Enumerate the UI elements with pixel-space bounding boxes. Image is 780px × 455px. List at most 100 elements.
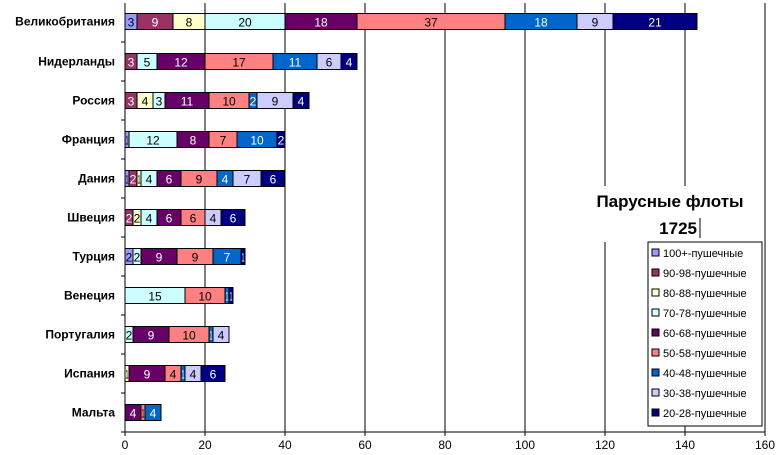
legend-swatch (651, 388, 660, 397)
data-label: 11 (181, 95, 194, 109)
legend-box (647, 241, 763, 427)
x-tick-label: 140 (675, 438, 695, 452)
data-label: 6 (166, 212, 173, 226)
data-label: 2 (134, 251, 141, 265)
data-label: 8 (190, 134, 197, 148)
data-label: 5 (144, 56, 151, 70)
bars: 3 9 8 20 18 37 18 9 213 5 12 17 11 6 43 4 3 11 10 2 9 41 12 8 7 1… (124, 13, 698, 421)
data-label: 4 (222, 173, 229, 187)
category-labels: Великобритания Нидерланды Россия Франция Дан… (15, 15, 115, 420)
data-label: 17 (232, 56, 246, 70)
data-label: 6 (210, 368, 217, 382)
data-label: 3 (156, 95, 163, 109)
legend-swatch (651, 368, 660, 377)
title-background (580, 186, 762, 242)
legend-swatch (651, 268, 660, 277)
data-label: 1 (126, 173, 129, 187)
data-label: 2 (126, 212, 133, 226)
data-label: 1 (138, 173, 141, 187)
legend-label: 100+-пушечные (663, 248, 743, 260)
x-tick-label: 0 (122, 438, 129, 452)
axes (121, 3, 766, 436)
data-label: 3 (128, 16, 135, 30)
category-label: Великобритания (15, 15, 115, 29)
data-label: 9 (144, 368, 151, 382)
data-label: 1 (210, 329, 213, 343)
data-label: 6 (230, 212, 237, 226)
category-label: Мальта (72, 406, 116, 420)
data-label: 4 (146, 173, 153, 187)
data-label: 18 (534, 16, 548, 30)
category-label: Венеция (64, 289, 115, 303)
data-label: 4 (170, 368, 177, 382)
bar-segment (240, 248, 246, 265)
category-label: Португалия (45, 328, 115, 342)
data-label: 4 (298, 95, 305, 109)
data-label: 2 (278, 134, 285, 148)
x-tick-label: 60 (358, 438, 372, 452)
data-label: 2 (250, 95, 257, 109)
legend-label: 20-28-пушечные (663, 408, 747, 420)
data-label: 9 (148, 329, 155, 343)
bar-segment (292, 92, 310, 109)
data-label: 1 (226, 290, 229, 304)
data-label: 7 (220, 134, 227, 148)
legend-label: 40-48-пушечные (663, 368, 747, 380)
category-label: Дания (78, 172, 115, 186)
data-label: 2 (126, 251, 133, 265)
data-label: 4 (346, 56, 353, 70)
data-label: 6 (326, 56, 333, 70)
bar-segment (612, 13, 698, 30)
data-label: 1 (126, 368, 129, 382)
legend-swatch (651, 288, 660, 297)
data-label: 11 (289, 56, 302, 70)
data-label: 10 (198, 290, 212, 304)
legend-swatch (651, 248, 660, 257)
data-label: 21 (648, 16, 662, 30)
legend-label: 80-88-пушечные (663, 288, 747, 300)
data-label: 4 (146, 212, 153, 226)
subtitle-text: 1725 (659, 219, 697, 238)
legend-swatch (651, 308, 660, 317)
legend-label: 50-58-пушечные (663, 348, 747, 360)
data-label: 4 (150, 407, 157, 421)
data-label: 1 (182, 368, 185, 382)
data-label: 6 (190, 212, 197, 226)
category-label: Нидерланды (38, 55, 115, 69)
data-label: 10 (250, 134, 264, 148)
legend-label: 90-98-пушечные (663, 268, 747, 280)
category-label: Франция (62, 133, 115, 147)
legend-swatch (651, 408, 660, 417)
data-label: 9 (272, 95, 279, 109)
data-label: 10 (222, 95, 236, 109)
data-label: 6 (270, 173, 277, 187)
data-label: 4 (130, 407, 137, 421)
legend-swatch (651, 328, 660, 337)
data-label: 1 (142, 407, 145, 421)
category-label: Турция (73, 250, 115, 264)
title-text: Парусные флоты (596, 192, 743, 211)
data-label: 1 (230, 290, 233, 304)
bar-segment (144, 404, 162, 421)
x-tick-label: 40 (278, 438, 292, 452)
data-label: 4 (142, 95, 149, 109)
bar-segment (200, 365, 226, 382)
data-label: 8 (186, 16, 193, 30)
x-tick-label: 160 (755, 438, 775, 452)
category-label: Россия (72, 94, 115, 108)
data-label: 15 (148, 290, 162, 304)
data-label: 9 (156, 251, 163, 265)
data-label: 1 (242, 251, 245, 265)
chart-title: Парусные флоты 1725 (580, 186, 762, 242)
data-label: 3 (128, 56, 135, 70)
data-label: 2 (126, 329, 133, 343)
x-tick-label: 100 (515, 438, 535, 452)
data-label: 10 (182, 329, 196, 343)
bar-segment (220, 209, 246, 226)
legend-label: 70-78-пушечные (663, 308, 747, 320)
data-label: 12 (174, 56, 188, 70)
legend-swatch (651, 348, 660, 357)
x-tick-label: 80 (438, 438, 452, 452)
data-label: 7 (244, 173, 251, 187)
